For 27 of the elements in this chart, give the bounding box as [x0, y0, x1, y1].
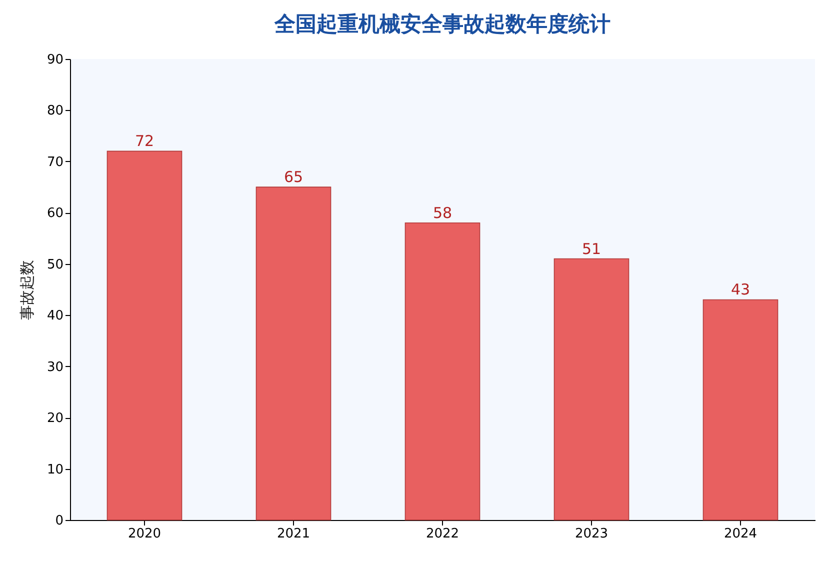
x-tick-label: 2022 [426, 526, 460, 542]
chart-title: 全国起重机械安全事故起数年度统计 [274, 12, 610, 36]
y-tick-label: 10 [46, 462, 64, 478]
y-tick-label: 30 [46, 360, 64, 375]
data-label: 58 [432, 204, 452, 222]
data-label: 51 [582, 240, 602, 258]
y-tick-label: 40 [46, 308, 64, 324]
bar [702, 299, 778, 520]
x-tick-label: 2021 [276, 526, 310, 542]
y-tick-label: 90 [46, 52, 64, 68]
bar [256, 186, 332, 520]
y-tick-label: 70 [46, 154, 64, 170]
x-tick-label: 2020 [128, 526, 162, 542]
y-tick-label: 50 [46, 257, 64, 272]
y-tick-label: 60 [46, 206, 64, 222]
bar [106, 150, 182, 520]
y-tick-label: 0 [55, 514, 64, 528]
data-label: 72 [134, 132, 154, 150]
x-tick-label: 2024 [724, 526, 758, 542]
data-label: 65 [284, 168, 304, 186]
y-tick-label: 80 [46, 104, 64, 119]
bar [404, 222, 480, 520]
bar [554, 258, 630, 520]
y-axis-title: 事故起数 [18, 260, 36, 320]
data-label: 43 [730, 280, 750, 299]
x-tick-label: 2023 [574, 526, 608, 542]
y-tick-label: 20 [46, 411, 64, 426]
